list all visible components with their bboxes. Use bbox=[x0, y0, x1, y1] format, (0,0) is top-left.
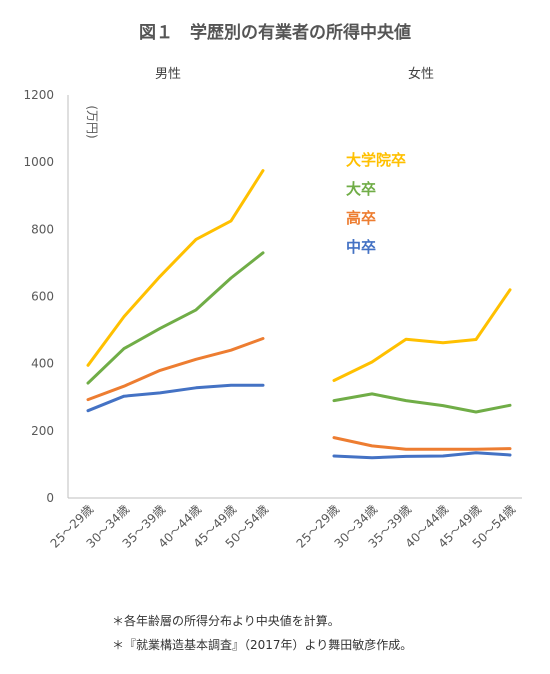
chart-title: 図１ 学歴別の有業者の所得中央値 bbox=[139, 22, 411, 43]
footnote-1: ＊各年齢層の所得分布より中央値を計算。 bbox=[112, 614, 340, 628]
panel-label-male: 男性 bbox=[155, 67, 181, 82]
y-tick-label: 1200 bbox=[23, 88, 54, 102]
series-line-female-3 bbox=[332, 451, 512, 460]
y-tick-label: 0 bbox=[46, 491, 54, 505]
series-line-female-0 bbox=[332, 288, 512, 382]
legend-entry: 大卒 bbox=[346, 180, 376, 198]
panel-label-female: 女性 bbox=[408, 66, 434, 82]
legend-entry: 大学院卒 bbox=[346, 151, 406, 169]
series-line-male-2 bbox=[86, 337, 265, 402]
y-tick-label: 600 bbox=[31, 290, 54, 304]
series-line-female-1 bbox=[332, 392, 512, 414]
series-line-female-2 bbox=[332, 436, 512, 451]
y-tick-label: 1000 bbox=[23, 155, 54, 169]
y-axis-label: (万円) bbox=[85, 105, 99, 138]
series-line-male-3 bbox=[86, 383, 265, 413]
y-tick-label: 200 bbox=[31, 424, 54, 438]
footnote-2: ＊『就業構造基本調査』（2017年）より舞田敏彦作成。 bbox=[112, 638, 413, 652]
legend-entry: 中卒 bbox=[346, 238, 376, 256]
series-line-male-0 bbox=[86, 169, 265, 367]
legend-entry: 高卒 bbox=[346, 209, 376, 227]
series-line-male-1 bbox=[86, 251, 265, 385]
y-tick-label: 800 bbox=[31, 222, 54, 236]
y-tick-label: 400 bbox=[31, 357, 54, 371]
